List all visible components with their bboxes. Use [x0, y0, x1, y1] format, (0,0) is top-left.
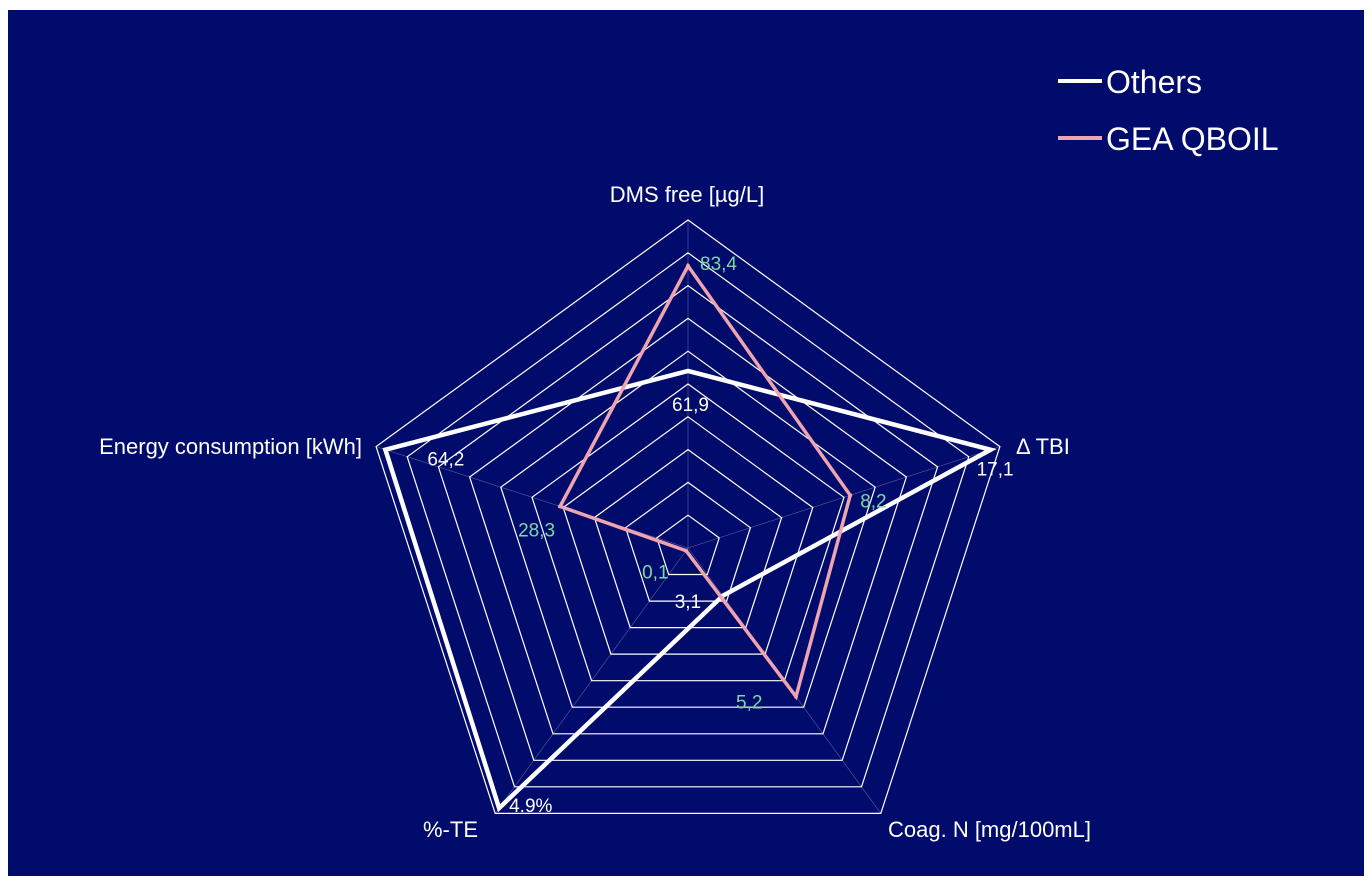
- series-0-point-1: [988, 447, 993, 452]
- legend-label-gea: GEA QBOIL: [1106, 121, 1279, 157]
- grid-ring-4: [562, 416, 814, 655]
- value-label-1-1: 8,2: [860, 491, 886, 512]
- value-label-1-2: 5,2: [736, 693, 762, 714]
- grid-ring-6: [500, 350, 876, 708]
- axis-label-energy: Energy consumption [kWh]: [99, 434, 362, 459]
- chart-background: [8, 10, 1364, 876]
- series-1-point-4: [558, 504, 563, 509]
- grid-ring-8: [437, 284, 939, 761]
- value-label-0-0: 61,9: [672, 395, 709, 416]
- series-layer: [382, 262, 997, 813]
- value-label-0-4: 64,2: [427, 450, 464, 471]
- grid-ring-1: [656, 514, 720, 576]
- axis-label-dms: DMS free [µg/L]: [610, 182, 765, 207]
- series-0-point-4: [383, 447, 388, 452]
- grid-ring-7: [468, 317, 908, 735]
- axis-label-tbi: Δ TBI: [1016, 434, 1070, 459]
- legend-label-others: Others: [1106, 64, 1202, 100]
- value-label-0-3: 4.9%: [509, 796, 552, 817]
- grid-ring-10: [375, 219, 1001, 815]
- value-label-1-4: 28,3: [518, 520, 555, 541]
- series-1-point-3: [684, 548, 689, 553]
- radar-spokes: [376, 220, 1000, 814]
- series-0-outline: [382, 368, 997, 813]
- series-0-point-3: [497, 806, 502, 811]
- axis-spoke-4: [376, 446, 689, 549]
- value-labels: 61,9 17,1 3,1 4.9% 64,2 83,4 8,2 5,2 0,1 28,3: [427, 254, 1013, 817]
- grid-ring-2: [624, 481, 752, 602]
- value-label-1-3: 0,1: [642, 563, 668, 584]
- series-1-point-2: [794, 694, 798, 699]
- series-1-point-1: [848, 493, 853, 498]
- value-label-0-1: 17,1: [977, 460, 1014, 481]
- axis-spoke-1: [687, 446, 1000, 549]
- axis-spoke-3: [494, 547, 689, 814]
- series-1-point-0: [686, 263, 690, 268]
- grid-ring-5: [531, 383, 845, 682]
- legend: Others GEA QBOIL: [1058, 64, 1279, 157]
- series-0-point-0: [686, 368, 690, 373]
- series-1-outline: [557, 262, 853, 701]
- value-label-1-0: 83,4: [700, 254, 737, 275]
- axis-label-te: %-TE: [423, 817, 478, 842]
- value-label-0-2: 3,1: [675, 592, 701, 613]
- axis-label-coag: Coag. N [mg/100mL]: [888, 817, 1091, 842]
- grid-ring-9: [406, 252, 970, 788]
